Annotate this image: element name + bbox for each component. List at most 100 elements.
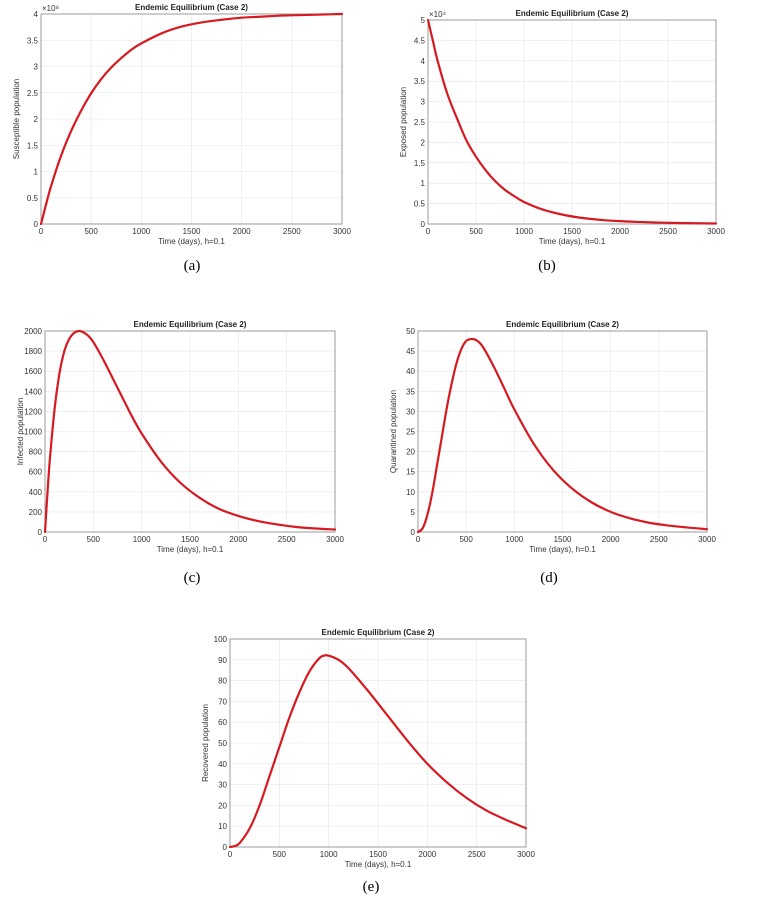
chart-panel-b: 0 500 1000 1500 2000 2500 3000 0 0.5 1 1.5 2 2.5 3 3.5… xyxy=(380,0,760,255)
y-tick-label: 20 xyxy=(218,801,227,810)
y-tick-label: 1.5 xyxy=(27,141,39,150)
x-tick-label: 500 xyxy=(459,535,473,544)
series-line xyxy=(426,18,718,225)
series-line xyxy=(43,329,337,534)
y-exponent-label: ×10⁸ xyxy=(42,4,59,13)
x-tick-label: 2500 xyxy=(283,227,301,236)
x-tick-label: 3000 xyxy=(326,535,344,544)
y-tick-label: 1000 xyxy=(24,428,42,437)
series-line xyxy=(228,654,528,849)
y-tick-label: 25 xyxy=(406,428,415,437)
x-axis-label: Time (days), h=0.1 xyxy=(539,237,606,246)
y-tick-label: 60 xyxy=(218,718,227,727)
x-tick-label: 1500 xyxy=(181,535,199,544)
y-tick-label: 4.5 xyxy=(414,36,426,45)
caption-d: (d) xyxy=(540,570,558,586)
y-axis-label: Susceptible population xyxy=(12,79,21,160)
y-tick-label: 10 xyxy=(218,822,227,831)
x-tick-label: 2000 xyxy=(602,535,620,544)
x-tick-label: 2500 xyxy=(659,227,677,236)
y-tick-label: 0 xyxy=(34,220,39,229)
x-tick-label: 0 xyxy=(416,535,421,544)
chart-d: 0 500 1000 1500 2000 2500 3000 0 5 10 15 20 25 30 35 40… xyxy=(389,320,716,554)
y-tick-label: 0.5 xyxy=(27,194,39,203)
y-tick-label: 1600 xyxy=(24,367,42,376)
y-axis-label: Infected population xyxy=(16,398,25,466)
x-tick-label: 0 xyxy=(39,227,44,236)
chart-title: Endemic Equilibrium (Case 2) xyxy=(135,3,248,12)
x-tick-label: 3000 xyxy=(333,227,351,236)
caption-a: (a) xyxy=(183,258,201,274)
x-axis-label: Time (days), h=0.1 xyxy=(529,545,596,554)
y-tick-label: 15 xyxy=(406,468,415,477)
y-tick-label: 4 xyxy=(34,10,39,19)
caption-e: (e) xyxy=(362,879,380,895)
chart-a: 0 500 1000 1500 2000 2500 3000 0 0.5 1 1.5 2 2.5 3 3.5… xyxy=(12,3,351,246)
y-tick-label: 3.5 xyxy=(27,36,39,45)
x-tick-label: 3000 xyxy=(517,850,535,859)
chart-title: Endemic Equilibrium (Case 2) xyxy=(506,320,619,329)
x-tick-label: 0 xyxy=(228,850,233,859)
chart-title: Endemic Equilibrium (Case 2) xyxy=(322,628,435,637)
series-line xyxy=(416,337,709,534)
y-tick-label: 30 xyxy=(406,407,415,416)
chart-b: 0 500 1000 1500 2000 2500 3000 0 0.5 1 1.5 2 2.5 3 3.5… xyxy=(399,9,725,246)
y-tick-label: 5 xyxy=(411,508,416,517)
caption-c: (c) xyxy=(183,570,201,586)
y-tick-label: 1 xyxy=(421,179,426,188)
x-tick-label: 500 xyxy=(273,850,287,859)
plot-frame xyxy=(427,19,717,225)
y-tick-label: 40 xyxy=(406,367,415,376)
y-tick-label: 3 xyxy=(421,98,426,107)
x-tick-label: 1500 xyxy=(369,850,387,859)
y-tick-label: 600 xyxy=(29,468,43,477)
x-tick-label: 500 xyxy=(84,227,98,236)
y-tick-label: 0 xyxy=(411,528,416,537)
caption-b: (b) xyxy=(538,258,556,274)
y-tick-label: 2.5 xyxy=(414,118,426,127)
x-tick-label: 2000 xyxy=(229,535,247,544)
y-tick-label: 90 xyxy=(218,656,227,665)
y-tick-label: 45 xyxy=(406,347,415,356)
x-tick-label: 2000 xyxy=(611,227,629,236)
y-tick-label: 2 xyxy=(421,138,426,147)
chart-title: Endemic Equilibrium (Case 2) xyxy=(134,320,247,329)
x-tick-label: 1500 xyxy=(563,227,581,236)
y-tick-label: 2 xyxy=(34,115,39,124)
chart-title: Endemic Equilibrium (Case 2) xyxy=(516,9,629,18)
chart-panel-c: 0 500 1000 1500 2000 2500 3000 0 200 400 600 800 100… xyxy=(0,312,380,557)
y-axis-label: Recovered population xyxy=(201,704,210,782)
y-tick-label: 50 xyxy=(218,739,227,748)
y-tick-label: 3.5 xyxy=(414,77,426,86)
x-tick-label: 1500 xyxy=(554,535,572,544)
series-line xyxy=(39,12,344,226)
y-tick-label: 2.5 xyxy=(27,89,39,98)
y-tick-label: 80 xyxy=(218,677,227,686)
y-tick-label: 3 xyxy=(34,63,39,72)
x-tick-label: 1000 xyxy=(320,850,338,859)
plot-frame xyxy=(44,330,336,533)
y-tick-label: 1 xyxy=(34,168,39,177)
x-tick-label: 2500 xyxy=(278,535,296,544)
x-axis-label: Time (days), h=0.1 xyxy=(158,237,225,246)
chart-c: 0 500 1000 1500 2000 2500 3000 0 200 400 600 800 100… xyxy=(16,320,344,554)
x-tick-label: 1000 xyxy=(132,227,150,236)
x-tick-label: 500 xyxy=(87,535,101,544)
y-axis-label: Quarantined population xyxy=(389,390,398,473)
y-axis-label: Exposed population xyxy=(399,87,408,157)
x-axis-label: Time (days), h=0.1 xyxy=(157,545,224,554)
y-tick-label: 4 xyxy=(421,57,426,66)
y-tick-label: 400 xyxy=(29,488,43,497)
x-tick-label: 1000 xyxy=(505,535,523,544)
x-tick-label: 2000 xyxy=(233,227,251,236)
x-tick-label: 1000 xyxy=(133,535,151,544)
y-tick-label: 5 xyxy=(421,16,426,25)
y-tick-label: 1400 xyxy=(24,387,42,396)
y-tick-label: 0.5 xyxy=(414,200,426,209)
y-tick-label: 30 xyxy=(218,781,227,790)
y-tick-label: 200 xyxy=(29,508,43,517)
x-tick-label: 1000 xyxy=(515,227,533,236)
x-tick-label: 3000 xyxy=(707,227,725,236)
x-tick-label: 500 xyxy=(469,227,483,236)
y-tick-label: 0 xyxy=(223,843,228,852)
